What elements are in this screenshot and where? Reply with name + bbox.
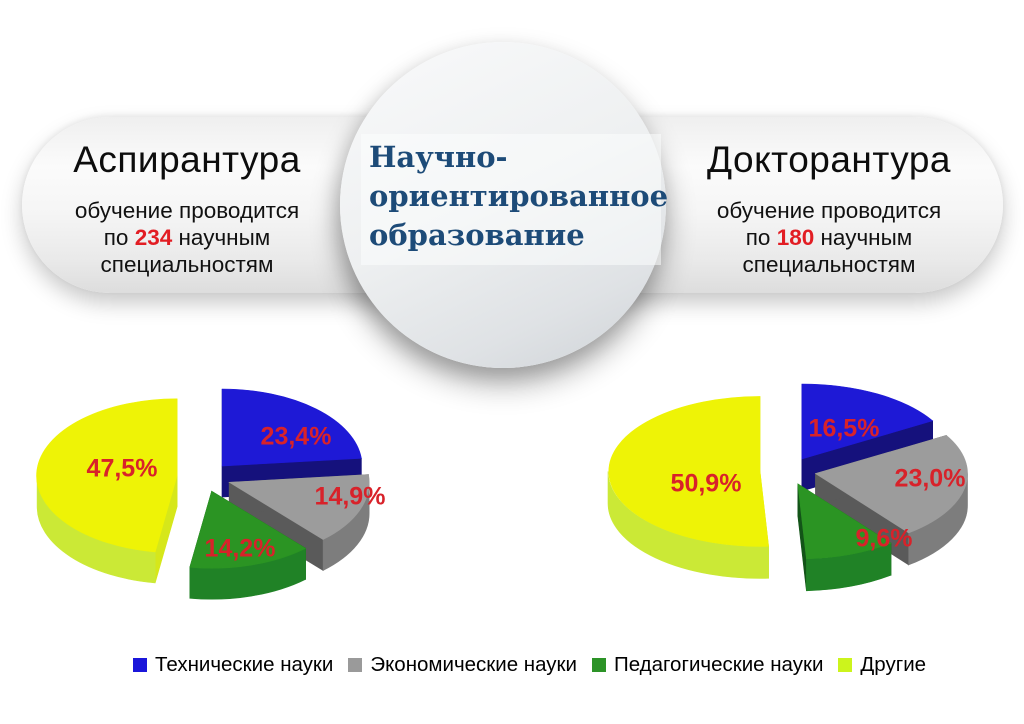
doktorantura-subtitle: обучение проводится по 180 научным специ…: [664, 197, 994, 278]
aspirantura-pie-percent-label-technical-sciences: 23,4%: [260, 422, 332, 451]
other-swatch-icon: [838, 658, 853, 672]
slice-top-face: [189, 490, 307, 569]
aspirantura-suffix: научным специальностям: [100, 225, 274, 277]
doktorantura-pie-percent-label-economic-sciences: 23,0%: [894, 464, 966, 493]
doktorantura-pie-slice-pedagogical-sciences: [797, 483, 892, 592]
slice-top-face: [608, 396, 769, 547]
doktorantura-suffix: научным специальностям: [742, 225, 916, 277]
slice-top-face: [814, 435, 968, 534]
slice-top-face: [797, 483, 892, 560]
aspirantura-pie-percent-label-economic-sciences: 14,9%: [314, 482, 386, 511]
legend-label: Другие: [860, 653, 927, 676]
center-title-line3: образование: [369, 218, 585, 252]
doktorantura-pie-percent-label-pedagogical-sciences: 9,6%: [855, 524, 913, 553]
center-title-line2: ориентированное: [369, 179, 669, 213]
doktorantura-pie-percent-label-technical-sciences: 16,5%: [808, 414, 880, 443]
legend-item-pedagogical-sciences: Педагогические науки: [591, 653, 824, 677]
aspirantura-subtitle-line2: по 234 научным специальностям: [101, 225, 274, 277]
center-title-line1: Научно-: [369, 140, 508, 174]
doktorantura-block: Докторантура обучение проводится по 180 …: [664, 139, 994, 278]
slice-top-face: [36, 398, 178, 553]
slice-top-face: [228, 474, 370, 540]
legend-item-other: Другие: [838, 653, 926, 677]
aspirantura-block: Аспирантура обучение проводится по 234 н…: [22, 139, 352, 278]
slice-top-face: [221, 388, 362, 467]
aspirantura-title: Аспирантура: [73, 139, 301, 180]
economic-sciences-swatch-icon: [348, 658, 363, 672]
doktorantura-title: Докторантура: [707, 139, 951, 180]
legend-item-economic-sciences: Экономические науки: [348, 653, 577, 677]
slice-top-face: [801, 383, 934, 460]
doktorantura-pie-slice-other: [607, 396, 769, 579]
legend-label: Технические науки: [155, 653, 334, 676]
legend-label: Педагогические науки: [613, 653, 824, 676]
aspirantura-pie: [36, 388, 370, 600]
aspirantura-pie-slice-other: [36, 398, 178, 584]
doktorantura-subtitle-line1: обучение проводится: [716, 198, 942, 223]
aspirantura-subtitle: обучение проводится по 234 научным специ…: [22, 197, 352, 278]
aspirantura-pie-percent-label-pedagogical-sciences: 14,2%: [204, 534, 276, 563]
legend-label: Экономические науки: [370, 653, 577, 676]
center-circle: Научно- ориентированное образование: [340, 42, 669, 368]
doktorantura-prefix: по: [745, 225, 777, 250]
aspirantura-prefix: по: [103, 225, 135, 250]
doktorantura-specialties-count: 180: [776, 225, 815, 250]
chart-legend: Технические науки Экономические науки Пе…: [133, 653, 926, 677]
aspirantura-specialties-count: 234: [134, 225, 173, 250]
aspirantura-pie-slice-pedagogical-sciences: [189, 490, 307, 600]
aspirantura-pie-percent-label-other: 47,5%: [86, 454, 158, 483]
pedagogical-sciences-swatch-icon: [591, 658, 606, 672]
doktorantura-pie: [607, 383, 968, 592]
legend-item-technical-sciences: Технические науки: [133, 653, 333, 677]
doktorantura-pie-percent-label-other: 50,9%: [670, 469, 742, 498]
aspirantura-subtitle-line1: обучение проводится: [74, 198, 300, 223]
technical-sciences-swatch-icon: [133, 658, 147, 672]
center-circle-title: Научно- ориентированное образование: [361, 134, 669, 265]
doktorantura-subtitle-line2: по 180 научным специальностям: [743, 225, 916, 277]
